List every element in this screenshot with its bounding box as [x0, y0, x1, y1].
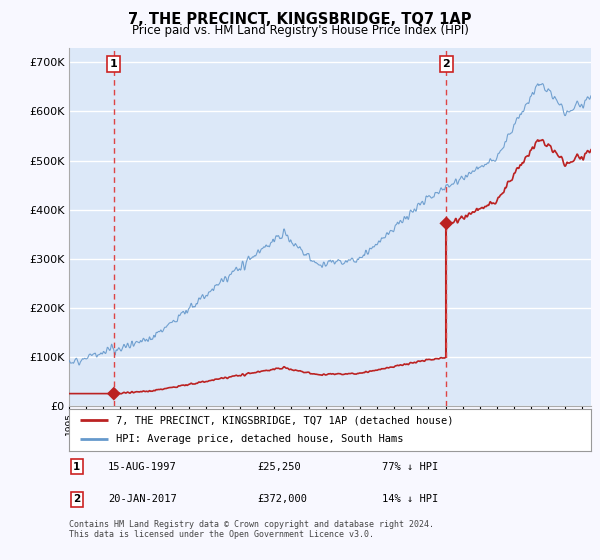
Text: £25,250: £25,250 — [257, 461, 301, 472]
Text: 20-JAN-2017: 20-JAN-2017 — [108, 494, 177, 505]
Point — [442, 219, 451, 228]
Text: £372,000: £372,000 — [257, 494, 307, 505]
Text: 7, THE PRECINCT, KINGSBRIDGE, TQ7 1AP (detached house): 7, THE PRECINCT, KINGSBRIDGE, TQ7 1AP (d… — [116, 415, 454, 425]
Text: Contains HM Land Registry data © Crown copyright and database right 2024.
This d: Contains HM Land Registry data © Crown c… — [69, 520, 434, 539]
Point — [109, 389, 119, 398]
Text: 14% ↓ HPI: 14% ↓ HPI — [382, 494, 439, 505]
Text: HPI: Average price, detached house, South Hams: HPI: Average price, detached house, Sout… — [116, 435, 403, 445]
Text: Price paid vs. HM Land Registry's House Price Index (HPI): Price paid vs. HM Land Registry's House … — [131, 24, 469, 37]
Text: 7, THE PRECINCT, KINGSBRIDGE, TQ7 1AP: 7, THE PRECINCT, KINGSBRIDGE, TQ7 1AP — [128, 12, 472, 27]
Text: 2: 2 — [73, 494, 80, 505]
Text: 77% ↓ HPI: 77% ↓ HPI — [382, 461, 439, 472]
Text: 1: 1 — [73, 461, 80, 472]
Text: 1: 1 — [110, 59, 118, 69]
Text: 2: 2 — [443, 59, 450, 69]
Text: 15-AUG-1997: 15-AUG-1997 — [108, 461, 177, 472]
